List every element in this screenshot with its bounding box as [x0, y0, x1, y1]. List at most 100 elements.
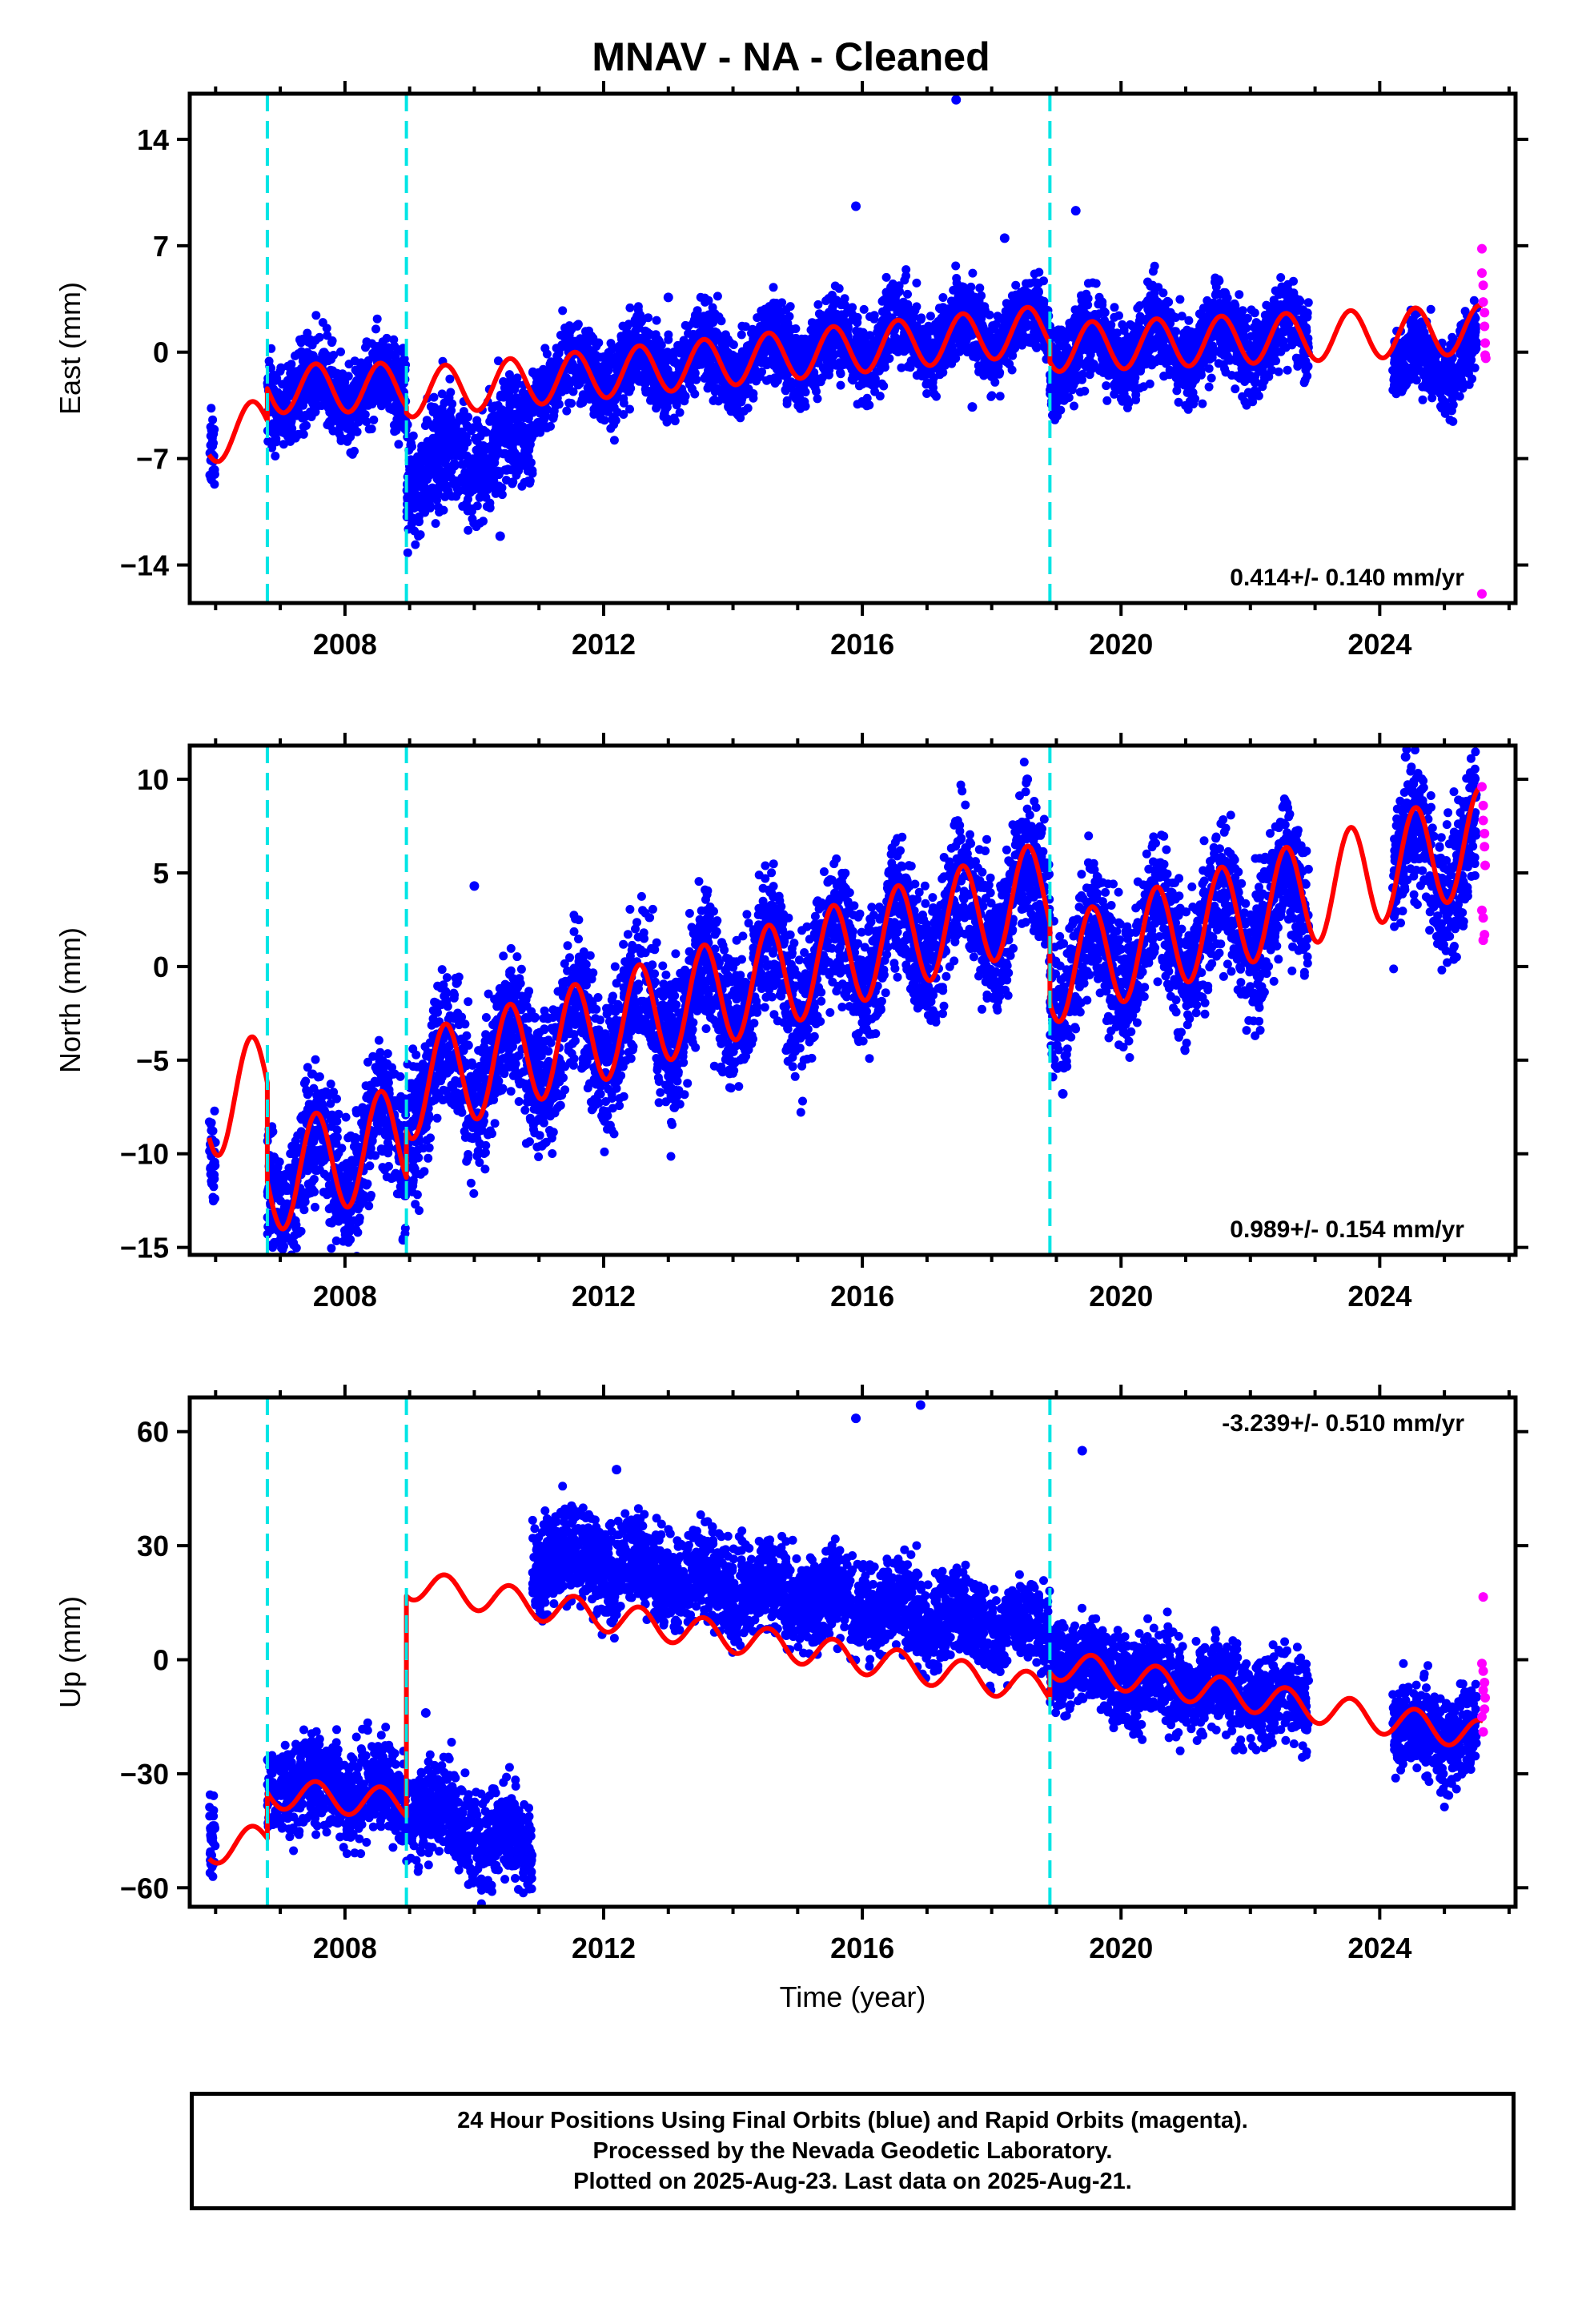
final-orbit-point	[972, 352, 982, 361]
final-orbit-point	[518, 399, 528, 408]
final-orbit-point	[660, 409, 669, 419]
final-orbit-point	[572, 375, 582, 384]
final-orbit-point	[510, 464, 520, 473]
final-orbit-point	[901, 265, 911, 275]
final-orbit-point	[383, 352, 393, 361]
final-orbit-point	[347, 392, 356, 401]
final-orbit-point	[1276, 273, 1286, 282]
final-orbit-point	[903, 289, 912, 299]
final-orbit-point	[485, 498, 495, 508]
final-orbit-point	[849, 371, 858, 380]
final-orbit-point	[519, 437, 528, 447]
final-orbit-point	[560, 324, 570, 332]
final-orbit-point	[208, 432, 217, 441]
final-orbit-point	[325, 421, 335, 430]
final-orbit-point	[1110, 303, 1119, 312]
final-orbit-point	[773, 363, 783, 372]
final-orbit-point	[1303, 298, 1313, 308]
final-orbit-point	[302, 420, 311, 430]
final-orbit-point	[651, 383, 661, 392]
final-orbit-point	[428, 408, 438, 416]
final-orbit-point	[359, 362, 369, 372]
final-orbit-point	[741, 351, 750, 360]
final-orbit-point	[441, 444, 450, 454]
final-orbit-point	[432, 420, 441, 429]
final-orbit-point	[842, 308, 852, 317]
final-orbit-point	[318, 350, 327, 360]
final-orbit-point	[618, 333, 628, 343]
final-orbit-point	[355, 410, 364, 420]
final-orbit-point	[625, 377, 635, 387]
final-orbit-point	[874, 366, 884, 376]
final-orbit-point	[795, 386, 805, 396]
final-orbit-point	[986, 392, 996, 401]
final-orbit-point	[340, 384, 350, 393]
final-orbit-point	[1184, 316, 1194, 325]
final-orbit-point	[865, 400, 874, 410]
final-orbit-point	[656, 346, 665, 356]
final-orbit-point	[830, 281, 840, 291]
final-orbit-point	[387, 391, 396, 400]
final-orbit-point	[643, 366, 652, 376]
final-orbit-point	[837, 300, 846, 310]
final-orbit-point	[1016, 337, 1026, 347]
final-orbit-point	[684, 341, 693, 351]
final-orbit-point	[602, 384, 612, 393]
final-orbit-point	[600, 416, 609, 425]
final-orbit-point	[813, 394, 822, 404]
final-orbit-point	[856, 352, 865, 361]
final-orbit-point	[1012, 291, 1022, 300]
final-orbit-point	[921, 334, 930, 344]
final-orbit-point	[297, 347, 306, 356]
final-orbit-point	[371, 324, 380, 334]
final-orbit-point	[508, 452, 518, 461]
final-orbit-point	[934, 304, 944, 313]
final-orbit-point	[417, 441, 427, 451]
final-orbit-point	[709, 382, 718, 392]
final-orbit-point	[633, 302, 643, 312]
final-orbit-point	[606, 352, 616, 362]
final-orbit-point	[1030, 269, 1039, 279]
final-orbit-point	[420, 482, 429, 492]
final-orbit-point	[431, 519, 440, 529]
final-orbit-point	[1002, 357, 1012, 367]
final-orbit-point	[489, 428, 499, 437]
final-orbit-point	[488, 404, 497, 413]
final-orbit-point	[208, 415, 218, 424]
final-orbit-point	[981, 306, 990, 316]
final-orbit-point	[552, 352, 562, 361]
final-orbit-point	[372, 314, 382, 324]
final-orbit-point	[487, 480, 496, 490]
final-orbit-point	[769, 283, 778, 292]
final-orbit-point	[449, 480, 459, 489]
final-orbit-point	[916, 315, 926, 324]
final-orbit-point	[992, 370, 1001, 379]
final-orbit-point	[464, 494, 472, 504]
final-orbit-point	[659, 398, 669, 408]
final-orbit-point	[297, 400, 307, 409]
final-orbit-point	[429, 450, 439, 460]
final-orbit-point	[1220, 364, 1229, 373]
final-orbit-point	[709, 395, 719, 404]
final-orbit-point	[658, 357, 668, 367]
final-orbit-point	[793, 355, 801, 364]
final-orbit-point	[859, 304, 869, 314]
final-orbit-point	[417, 457, 427, 467]
final-orbit-point	[528, 367, 538, 376]
final-orbit-point	[709, 318, 718, 328]
final-orbit-point	[820, 365, 829, 375]
final-orbit-point	[552, 344, 561, 353]
final-orbit-point	[497, 390, 507, 400]
final-orbit-point	[540, 344, 550, 353]
final-orbit-point	[448, 399, 457, 408]
final-orbit-point	[628, 364, 637, 373]
final-orbit-point	[501, 410, 511, 420]
final-orbit-point	[930, 320, 940, 329]
final-orbit-point	[433, 471, 443, 480]
final-orbit-point	[505, 440, 515, 450]
final-orbit-point	[900, 275, 909, 285]
final-orbit-point	[497, 490, 507, 500]
final-orbit-point	[263, 436, 273, 446]
final-orbit-point	[1070, 401, 1078, 411]
final-orbit-point	[429, 392, 439, 402]
